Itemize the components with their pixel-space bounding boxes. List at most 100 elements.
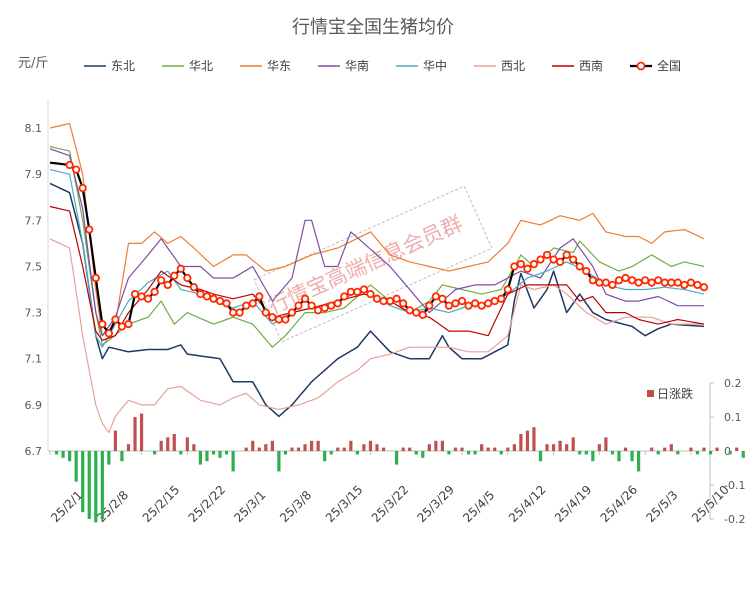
legend-label: 东北 — [111, 59, 135, 73]
y2-tick-label: 0.2 — [724, 377, 742, 390]
bar — [303, 444, 307, 451]
bar — [493, 447, 497, 451]
national-marker — [549, 255, 558, 264]
bar — [656, 451, 660, 455]
bar — [159, 440, 163, 451]
national-marker — [562, 250, 571, 260]
bar — [126, 444, 131, 451]
national-marker — [137, 292, 146, 301]
bar — [133, 417, 137, 451]
national-marker — [255, 292, 264, 301]
national-marker — [379, 296, 388, 306]
bar — [81, 451, 85, 513]
national-marker — [150, 287, 159, 296]
bar — [172, 434, 176, 451]
national-marker — [242, 301, 251, 310]
national-marker — [660, 278, 669, 287]
national-marker — [680, 280, 689, 290]
national-marker — [490, 296, 499, 306]
bar — [192, 444, 196, 451]
x-tick-label: 25/2/8 — [94, 488, 131, 525]
bar — [113, 430, 117, 451]
national-marker — [425, 301, 434, 310]
national-marker — [667, 278, 676, 287]
bar-legend-swatch — [647, 390, 654, 397]
legend-label: 全国 — [657, 58, 681, 73]
national-marker — [261, 308, 270, 317]
bar — [630, 451, 634, 462]
bar — [519, 434, 523, 451]
bar — [74, 451, 78, 482]
bar — [695, 451, 700, 455]
national-marker — [196, 290, 205, 299]
national-marker — [641, 276, 650, 285]
national-marker — [222, 299, 231, 308]
national-marker — [104, 329, 113, 338]
bar — [166, 437, 170, 451]
national-marker — [209, 294, 218, 303]
national-marker — [144, 294, 153, 303]
national-marker — [477, 301, 486, 310]
national-marker — [340, 292, 349, 301]
national-marker — [673, 278, 682, 287]
bar — [375, 444, 379, 451]
national-marker — [163, 280, 172, 290]
national-marker — [405, 306, 414, 315]
bar — [231, 451, 235, 472]
national-marker — [595, 278, 604, 287]
national-marker — [497, 294, 506, 303]
chart-title: 行情宝全国生猪均价 — [292, 17, 454, 38]
bar — [578, 451, 582, 455]
y-tick-label: 6.7 — [25, 445, 43, 458]
x-tick-label: 25/3/29 — [414, 483, 457, 526]
bar — [715, 447, 719, 451]
bar — [310, 440, 314, 451]
national-marker — [464, 301, 473, 310]
bar — [453, 447, 458, 451]
bar — [68, 451, 72, 462]
bar — [460, 447, 464, 451]
bar — [434, 440, 438, 451]
national-marker — [72, 165, 81, 174]
national-marker — [117, 322, 127, 331]
bar — [499, 451, 503, 455]
legend-label: 华南 — [345, 58, 369, 73]
national-marker — [85, 225, 94, 234]
y-tick-label: 7.9 — [25, 168, 43, 181]
national-marker — [353, 287, 362, 296]
national-marker — [98, 320, 107, 329]
x-tick-label: 25/2/1 — [48, 488, 85, 525]
bar — [545, 444, 549, 451]
national-marker — [392, 294, 401, 303]
national-marker — [588, 276, 597, 285]
bar — [362, 444, 366, 451]
legend-marker — [636, 61, 646, 71]
bar — [584, 451, 588, 455]
bar — [218, 451, 222, 458]
national-marker — [307, 301, 316, 310]
bar — [153, 451, 157, 455]
bar — [650, 447, 654, 451]
bar — [571, 437, 575, 451]
national-marker — [300, 294, 310, 303]
national-marker — [438, 294, 447, 303]
national-marker — [686, 278, 696, 287]
national-marker — [470, 299, 480, 308]
bar — [741, 451, 745, 458]
daily-change-bars — [54, 413, 745, 523]
national-marker — [575, 262, 584, 271]
y-tick-label: 7.1 — [25, 353, 43, 366]
bar-legend: 日涨跌 — [647, 386, 693, 401]
x-tick-label: 25/3/22 — [369, 483, 412, 526]
bar — [336, 447, 340, 451]
national-marker — [183, 273, 192, 283]
national-marker — [569, 255, 578, 264]
national-marker — [366, 290, 375, 299]
national-marker — [608, 280, 617, 290]
national-marker — [654, 276, 663, 285]
national-marker — [281, 315, 290, 324]
series-line-华南 — [49, 148, 704, 337]
national-marker — [333, 299, 342, 308]
x-tick-label: 25/3/1 — [231, 488, 268, 525]
bar — [447, 451, 451, 455]
